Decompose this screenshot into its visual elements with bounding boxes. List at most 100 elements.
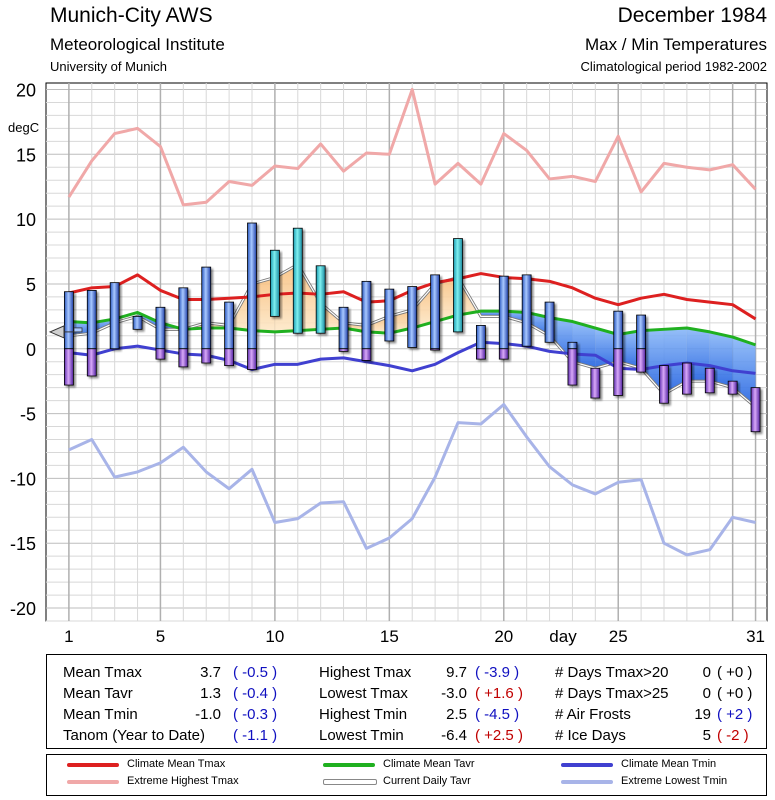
day-bar-body: [681, 362, 692, 395]
y-tick-label: 0: [26, 340, 36, 360]
stat-label: # Days Tmax>25: [555, 685, 669, 702]
day-bar-lower: [201, 348, 212, 364]
day-bar: [109, 282, 120, 350]
stat-label: # Days Tmax>20: [555, 664, 669, 681]
legend-swatch-climate-mean-tmin: [561, 763, 613, 767]
day-bar-lower: [567, 348, 578, 386]
day-bar: [407, 286, 418, 348]
cold-anomaly-fill: [686, 328, 710, 382]
stat-value: -1.0: [195, 706, 221, 723]
stat-value: 2.5: [446, 706, 467, 723]
day-bar: [292, 227, 303, 334]
stat-anomaly: ( -1.1 ): [233, 727, 278, 744]
day-bar-lower: [178, 348, 189, 368]
legend-swatch-climate-mean-tmax: [67, 763, 119, 767]
y-tick-label: -10: [10, 469, 36, 489]
day-bar-upper: [636, 314, 647, 350]
extreme-highest-tmax-line: [67, 87, 757, 207]
day-bar: [132, 315, 143, 330]
day-bar: [63, 291, 74, 386]
stat-anomaly: ( -2 ): [717, 727, 749, 744]
cold-anomaly-fill: [709, 331, 733, 388]
day-bar: [338, 306, 349, 352]
day-bar-lower: [224, 348, 235, 367]
day-bar-body: [384, 288, 395, 342]
y-tick-label: -15: [10, 534, 36, 554]
stat-label: Mean Tmin: [63, 706, 138, 723]
y-tick-label: 5: [26, 275, 36, 295]
day-bar: [590, 367, 601, 399]
stat-label: Mean Tmax: [63, 664, 142, 681]
day-bar-lower: [498, 348, 509, 360]
period-title: December 1984: [617, 4, 767, 27]
day-bar-upper: [498, 275, 509, 350]
stat-anomaly: ( -0.4 ): [233, 685, 278, 702]
y-tick-label: -5: [20, 405, 36, 425]
day-bar: [224, 301, 235, 367]
day-bar: [247, 222, 257, 370]
day-bar-lower: [338, 348, 349, 352]
y-tick-label: 20: [16, 80, 36, 100]
chart-legend: Climate Mean Tmax Climate Mean Tavr Clim…: [46, 754, 767, 796]
y-tick-label: 10: [16, 210, 36, 230]
day-bar: [453, 238, 463, 333]
university-name: University of Munich: [50, 59, 168, 74]
day-bar: [521, 274, 532, 347]
day-bar-upper: [86, 290, 97, 350]
legend-label: Extreme Highest Tmax: [127, 775, 239, 787]
day-bar-body: [750, 387, 761, 433]
statistics-panel: Mean Tmax 3.7 ( -0.5 ) Mean Tavr 1.3 ( -…: [46, 654, 767, 749]
legend-label: Climate Mean Tmin: [621, 758, 717, 770]
day-bar-body: [132, 315, 143, 330]
day-bar-upper: [155, 306, 166, 350]
x-tick-label: 25: [609, 627, 628, 646]
day-bar-body: [407, 286, 418, 348]
stat-value: 3.7: [200, 664, 221, 681]
x-axis-label: day: [549, 627, 577, 646]
stat-label: # Air Frosts: [555, 706, 631, 723]
day-bar: [155, 306, 166, 360]
legend-swatch-climate-mean-tavr: [323, 763, 375, 767]
climatology-period: Climatological period 1982-2002: [580, 59, 767, 74]
stat-anomaly: ( +2.5 ): [475, 727, 523, 744]
stat-value: -3.0: [441, 685, 467, 702]
day-bar: [659, 365, 669, 404]
warm-anomaly-fill: [435, 277, 458, 322]
day-bar: [704, 367, 715, 394]
legend-swatch-extreme-highest-tmax: [67, 780, 119, 784]
stat-label: Lowest Tmax: [319, 685, 408, 702]
cold-anomaly-fill: [618, 330, 642, 369]
cold-anomaly-fill: [526, 312, 550, 336]
x-tick-label: 31: [746, 627, 765, 646]
stat-anomaly: ( +1.6 ): [475, 685, 523, 702]
chart-subtitle: Max / Min Temperatures: [584, 35, 767, 54]
day-bar-upper: [338, 306, 349, 350]
day-bar-lower: [247, 348, 257, 370]
y-axis-label: degC: [8, 120, 39, 135]
stat-label: Lowest Tmin: [319, 727, 404, 744]
day-bar-upper: [63, 291, 74, 350]
day-bar-upper: [475, 325, 486, 350]
day-bar-lower: [613, 348, 624, 396]
day-bar-body: [704, 367, 715, 394]
day-bar-lower: [636, 348, 647, 373]
legend-label: Current Daily Tavr: [383, 775, 471, 787]
stat-label: Highest Tmin: [319, 706, 408, 723]
x-tick-label: 10: [265, 627, 284, 646]
day-bar-lower: [361, 348, 372, 361]
stat-value: 0: [702, 664, 711, 681]
stat-value: 0: [702, 685, 711, 702]
day-bar-upper: [201, 266, 212, 350]
stat-label: Tanom (Year to Date): [63, 727, 206, 744]
legend-label: Climate Mean Tavr: [383, 758, 475, 770]
warm-anomaly-fill: [297, 264, 321, 331]
cold-anomaly-fill: [641, 329, 664, 395]
stat-value: 1.3: [200, 685, 221, 702]
day-bar-lower: [63, 348, 74, 386]
day-bar: [361, 280, 372, 361]
stat-anomaly: ( -4.5 ): [475, 706, 520, 723]
cold-anomaly-fill: [572, 321, 596, 369]
station-title: Munich-City AWS: [50, 4, 213, 27]
y-tick-label: -20: [10, 599, 36, 619]
day-bar-upper: [430, 274, 441, 350]
